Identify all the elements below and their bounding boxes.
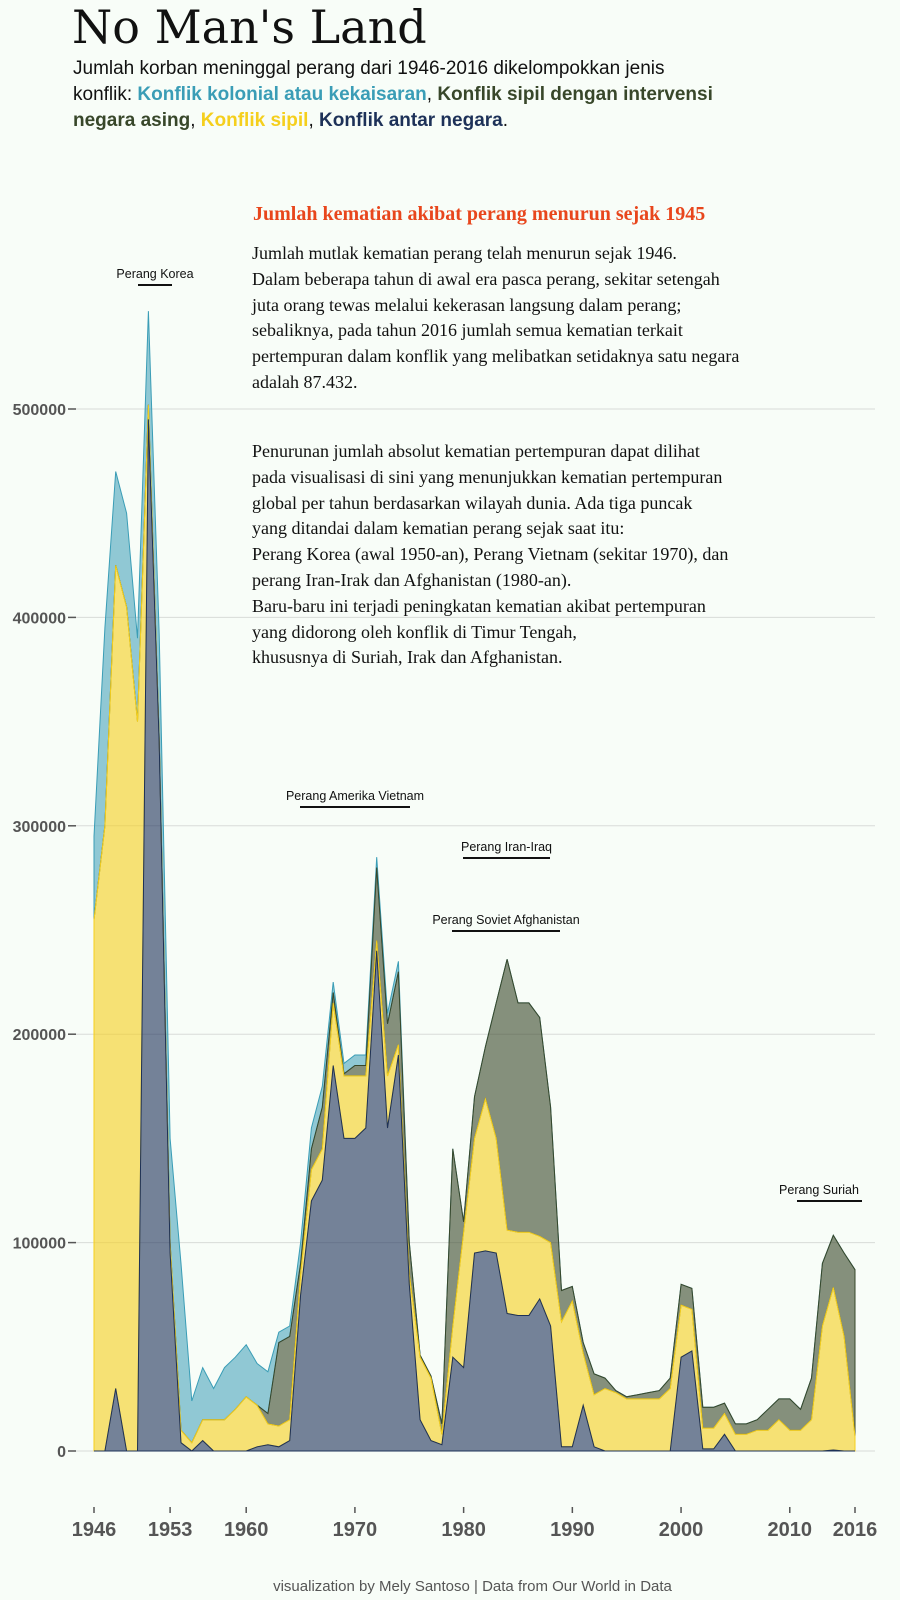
annotation-label: Perang Soviet Afghanistan: [432, 913, 579, 927]
y-tick-label: 400000: [13, 610, 66, 627]
legend-separator: ,: [308, 110, 320, 131]
note-line: perang Iran-Irak dan Afghanistan (1980-a…: [252, 569, 572, 590]
annotation-label: Perang Iran-Iraq: [461, 840, 552, 854]
legend-civil-intervention: Konflik sipil dengan intervensi negara a…: [73, 84, 713, 131]
annotation-label: Perang Korea: [116, 267, 193, 281]
legend-separator: ,: [190, 110, 201, 131]
x-tick-label: 1990: [550, 1519, 595, 1541]
legend-interstate: Konflik antar negara: [319, 110, 503, 131]
x-tick-label: 1970: [333, 1519, 378, 1541]
annotation-label: Perang Suriah: [779, 1183, 859, 1197]
note-line: juta orang tewas melalui kekerasan langs…: [252, 294, 682, 315]
y-tick-label: 200000: [13, 1027, 66, 1044]
note-line: Jumlah mutlak kematian perang telah menu…: [252, 243, 677, 263]
legend-separator: ,: [426, 84, 438, 105]
note-line: khususnya di Suriah, Irak dan Afghanista…: [252, 647, 563, 668]
x-tick-label: 2000: [659, 1519, 704, 1541]
note-line: global per tahun berdasarkan wilayah dun…: [252, 492, 693, 513]
note-headline: Jumlah kematian akibat perang menurun se…: [253, 203, 706, 225]
note-line: adalah 87.432.: [252, 371, 358, 392]
note-line: Perang Korea (awal 1950-an), Perang Viet…: [252, 544, 729, 565]
note-line: Penurunan jumlah absolut kematian pertem…: [252, 441, 700, 461]
area-konflik-antar-negara: [94, 419, 855, 1452]
subtitle-intro: Jumlah korban meninggal perang dari 1946…: [73, 58, 665, 105]
note-line: Dalam beberapa tahun di awal era pasca p…: [252, 268, 720, 289]
y-tick-label: 300000: [13, 819, 66, 836]
page-title: No Man's Land: [72, 0, 427, 54]
note-line: pada visualisasi di sini yang menunjukka…: [252, 466, 723, 487]
x-tick-label: 1980: [441, 1519, 486, 1541]
note-line: pertempuran dalam konflik yang melibatka…: [252, 346, 740, 367]
note-line: yang ditandai dalam kematian perang seja…: [252, 518, 625, 539]
note-line: Baru-baru ini terjadi peningkatan kemati…: [252, 595, 706, 616]
x-tick-label: 1960: [224, 1519, 269, 1541]
legend-civil: Konflik sipil: [200, 110, 309, 131]
x-tick-label: 1953: [148, 1519, 193, 1541]
y-tick-label: 100000: [13, 1236, 66, 1253]
x-tick-label: 2010: [768, 1519, 813, 1541]
credit-caption: visualization by Mely Santoso | Data fro…: [273, 1578, 672, 1595]
note-paragraph-1: Jumlah mutlak kematian perang telah menu…: [252, 241, 792, 396]
annotation-label: Perang Amerika Vietnam: [286, 789, 424, 803]
x-tick-label: 1946: [72, 1519, 117, 1541]
y-tick-label: 0: [57, 1444, 66, 1461]
note-paragraph-2: Penurunan jumlah absolut kematian pertem…: [252, 439, 792, 671]
note-line: yang didorong oleh konflik di Timur Teng…: [252, 621, 577, 642]
subtitle: Jumlah korban meninggal perang dari 1946…: [73, 56, 713, 134]
legend-colonial: Konflik kolonial atau kekaisaran: [137, 84, 427, 105]
note-line: sebaliknya, pada tahun 2016 jumlah semua…: [252, 320, 683, 341]
x-tick-label: 2016: [833, 1519, 878, 1541]
legend-end: .: [502, 110, 509, 131]
y-tick-label: 500000: [13, 402, 66, 419]
